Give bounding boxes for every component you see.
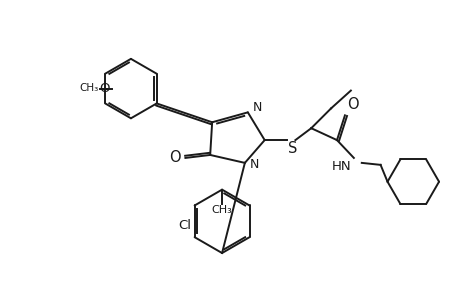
Text: CH₃: CH₃ — [79, 82, 98, 93]
Text: S: S — [288, 141, 297, 156]
Text: N: N — [249, 158, 258, 171]
Text: O: O — [346, 98, 358, 112]
Text: Cl: Cl — [178, 219, 191, 232]
Text: N: N — [252, 101, 262, 114]
Text: CH₃: CH₃ — [211, 206, 232, 215]
Text: O: O — [100, 82, 110, 95]
Text: O: O — [168, 150, 180, 165]
Text: HN: HN — [331, 160, 351, 173]
